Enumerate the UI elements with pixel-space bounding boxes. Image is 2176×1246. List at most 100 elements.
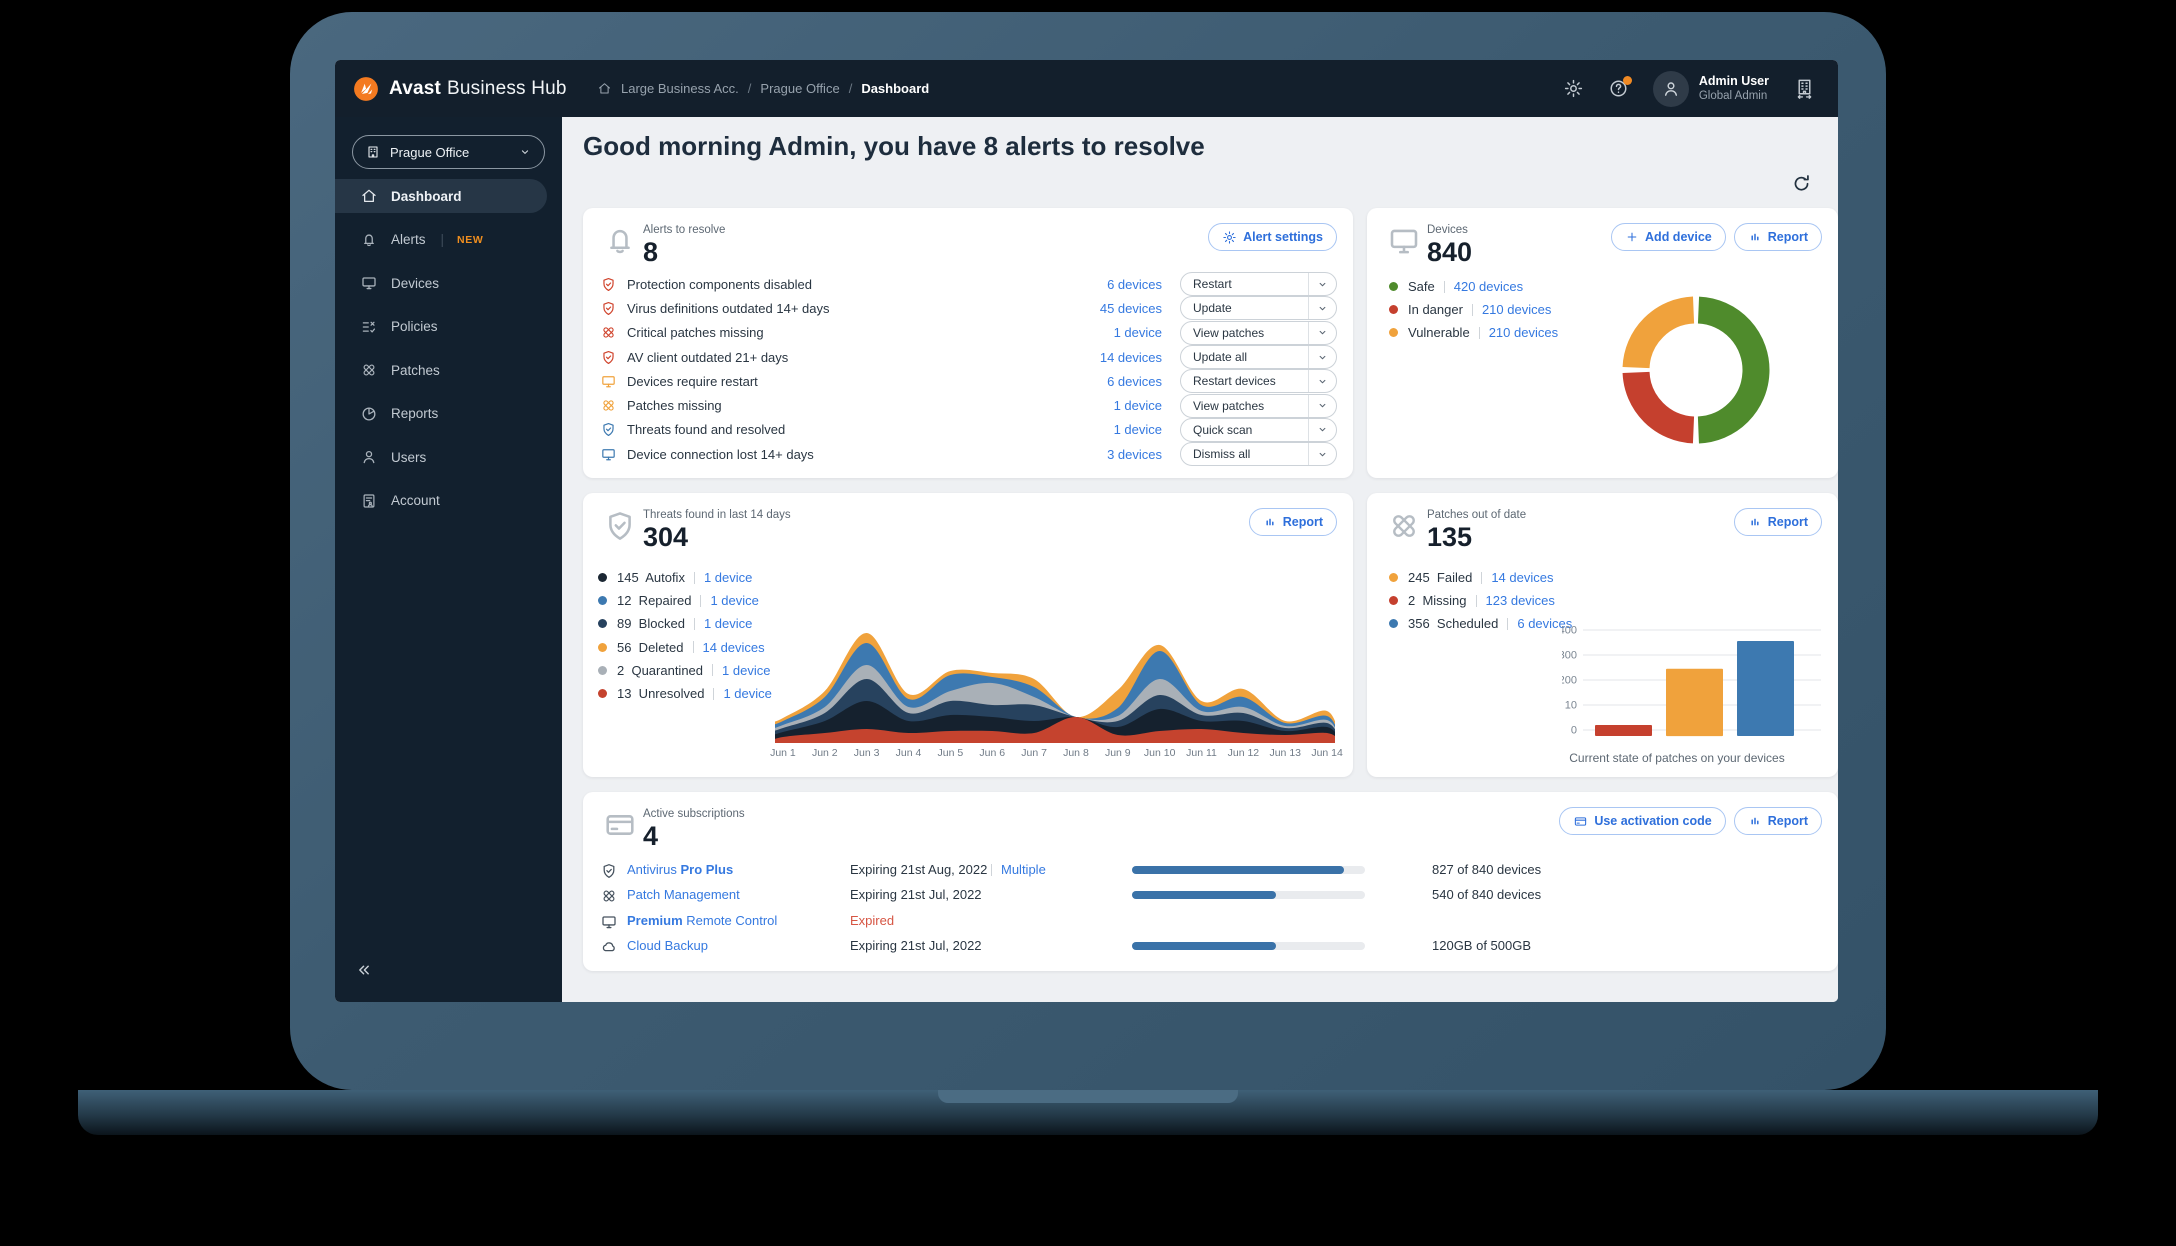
laptop-base <box>78 1090 2098 1135</box>
help-icon[interactable] <box>1608 76 1632 99</box>
use-activation-code-button[interactable]: Use activation code <box>1559 807 1726 835</box>
area-layer-unresolved <box>775 716 1335 743</box>
usage-text: 120GB of 500GB <box>1432 938 1532 954</box>
threats-legend-item: 12 Repaired 1 device <box>598 589 772 612</box>
sidebar-item-users[interactable]: Users <box>335 440 562 474</box>
subscriptions-report-button[interactable]: Report <box>1733 807 1822 835</box>
patches-report-button[interactable]: Report <box>1733 508 1822 536</box>
threats-report-button[interactable]: Report <box>1248 508 1337 536</box>
patch-icon <box>600 397 617 414</box>
sidebar-item-label: Dashboard <box>391 188 462 204</box>
divider <box>1308 321 1309 344</box>
legend-devices-link[interactable]: 1 device <box>722 662 771 678</box>
divider <box>1308 273 1309 296</box>
topbar-actions: Admin User Global Admin <box>1563 60 1816 117</box>
legend-devices-link[interactable]: 14 devices <box>1491 570 1554 586</box>
devices-report-button[interactable]: Report <box>1733 223 1822 251</box>
legend-devices-link[interactable]: 123 devices <box>1485 593 1555 609</box>
alert-devices-link[interactable]: 1 device <box>1113 398 1162 414</box>
legend-label: 89 Blocked <box>617 616 685 632</box>
alert-action-dropdown[interactable]: Update all <box>1180 345 1337 370</box>
alert-devices-link[interactable]: 6 devices <box>1107 373 1162 389</box>
cloud-icon <box>600 938 618 956</box>
legend-devices-link[interactable]: 420 devices <box>1453 279 1524 295</box>
chevron-down-icon <box>1316 399 1329 412</box>
alert-settings-button[interactable]: Alert settings <box>1208 223 1337 251</box>
multiple-link[interactable]: Multiple <box>1001 862 1046 877</box>
x-axis-label: Jun 13 <box>1269 747 1301 759</box>
brand-name: Avast Business Hub <box>389 77 567 99</box>
alert-rows: Protection components disabled 6 devices R… <box>600 272 1337 467</box>
shield-icon <box>600 300 617 317</box>
add-device-button[interactable]: Add device <box>1611 223 1726 251</box>
breadcrumb-separator: / <box>747 81 752 96</box>
alert-devices-link[interactable]: 3 devices <box>1107 446 1162 462</box>
divider <box>1308 370 1309 393</box>
alert-action-dropdown[interactable]: Update <box>1180 296 1337 321</box>
threats-legend-item: 2 Quarantined 1 device <box>598 659 772 682</box>
chevron-down-icon <box>1316 423 1329 436</box>
alert-devices-link[interactable]: 1 device <box>1113 422 1162 438</box>
divider <box>1481 571 1483 584</box>
site-selector[interactable]: Prague Office <box>352 135 545 169</box>
legend-label: Safe <box>1408 279 1435 295</box>
progress-track <box>1132 866 1365 874</box>
sidebar-collapse-button[interactable] <box>354 960 374 980</box>
monitor-icon <box>600 446 617 463</box>
sidebar-item-patches[interactable]: Patches <box>335 353 562 387</box>
alert-devices-link[interactable]: 14 devices <box>1099 349 1162 365</box>
notification-dot <box>1622 76 1632 85</box>
alert-devices-link[interactable]: 45 devices <box>1099 300 1162 316</box>
legend-devices-link[interactable]: 6 devices <box>1517 616 1573 632</box>
y-axis-label: 200 <box>1562 675 1577 687</box>
devices-card: Devices 840 Add device Report Safe 420 de… <box>1367 208 1838 478</box>
legend-devices-link[interactable]: 1 device <box>723 686 772 702</box>
user-menu[interactable]: Admin User Global Admin <box>1652 70 1769 107</box>
sidebar-item-label: Patches <box>391 362 440 378</box>
subscription-name-link[interactable]: Patch Management <box>627 887 740 903</box>
sidebar-item-account[interactable]: Account <box>335 484 562 518</box>
chevron-down-icon <box>1316 278 1329 291</box>
breadcrumb-separator: / <box>848 81 853 96</box>
brand[interactable]: Avast Business Hub <box>353 60 567 117</box>
alert-devices-link[interactable]: 1 device <box>1113 325 1162 341</box>
dropdown-value: Quick scan <box>1193 422 1253 437</box>
legend-devices-link[interactable]: 1 device <box>710 593 759 609</box>
legend-dot <box>1389 282 1398 292</box>
legend-devices-link[interactable]: 210 devices <box>1488 325 1559 341</box>
sidebar-item-dashboard[interactable]: Dashboard <box>335 179 547 213</box>
legend-devices-link[interactable]: 1 device <box>703 570 753 586</box>
breadcrumb-item[interactable]: Dashboard <box>861 81 930 96</box>
legend-devices-link[interactable]: 1 device <box>703 616 753 632</box>
gear-icon[interactable] <box>1563 78 1584 99</box>
legend-devices-link[interactable]: 210 devices <box>1481 302 1552 318</box>
alert-action-dropdown[interactable]: View patches <box>1180 393 1337 418</box>
alert-action-dropdown[interactable]: Restart devices <box>1180 369 1337 394</box>
y-axis-label: 0 <box>1571 725 1577 737</box>
alert-action-dropdown[interactable]: Restart <box>1180 272 1337 297</box>
alert-label: Threats found and resolved <box>627 422 786 438</box>
sidebar-item-devices[interactable]: Devices <box>335 266 562 300</box>
x-axis-label: Jun 11 <box>1186 747 1217 759</box>
subscription-name-link[interactable]: Cloud Backup <box>627 938 708 954</box>
threats-count: 304 <box>643 522 689 552</box>
refresh-button[interactable] <box>1790 172 1813 195</box>
breadcrumb-item[interactable]: Prague Office <box>760 81 840 96</box>
subscription-name-link[interactable]: Premium Remote Control <box>627 912 778 928</box>
divider <box>1478 326 1480 339</box>
breadcrumb-item[interactable]: Large Business Acc. <box>621 81 739 96</box>
subscription-name-link[interactable]: Antivirus Pro Plus <box>627 862 734 877</box>
threats-legend: 145 Autofix 1 device 12 Repaired 1 device 89… <box>598 566 772 705</box>
alert-action-dropdown[interactable]: Dismiss all <box>1180 442 1337 467</box>
legend-devices-link[interactable]: 14 devices <box>702 639 765 655</box>
sidebar-item-reports[interactable]: Reports <box>335 397 562 431</box>
sidebar-item-alerts[interactable]: Alerts | NEW <box>335 223 562 257</box>
company-switch-icon[interactable] <box>1793 77 1816 100</box>
usage-bar <box>1132 891 1365 900</box>
alert-action-dropdown[interactable]: Quick scan <box>1180 417 1337 442</box>
sidebar-item-policies[interactable]: Policies <box>335 310 562 344</box>
alert-devices-link[interactable]: 6 devices <box>1107 276 1162 292</box>
legend-label: 12 Repaired <box>617 593 692 609</box>
alert-action-dropdown[interactable]: View patches <box>1180 320 1337 345</box>
legend-dot <box>1389 596 1398 606</box>
